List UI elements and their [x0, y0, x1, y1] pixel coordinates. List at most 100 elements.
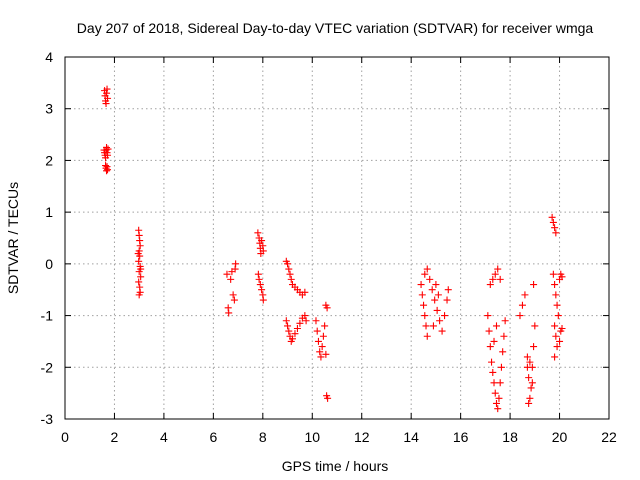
data-point	[525, 399, 533, 407]
data-point	[316, 348, 324, 356]
data-point	[259, 296, 267, 304]
x-tick-label: 14	[403, 429, 419, 445]
data-point	[554, 312, 562, 320]
data-point	[551, 322, 559, 330]
data-point	[317, 353, 325, 361]
data-point	[135, 291, 143, 299]
data-point	[254, 270, 262, 278]
y-tick-label: 0	[45, 256, 53, 272]
data-point	[528, 379, 536, 387]
data-point	[104, 166, 112, 174]
x-tick-label: 0	[61, 429, 69, 445]
data-point	[496, 379, 504, 387]
data-point	[553, 343, 561, 351]
data-point	[443, 296, 451, 304]
data-point	[434, 291, 442, 299]
data-point	[426, 275, 434, 283]
data-point	[489, 275, 497, 283]
data-point	[288, 335, 296, 343]
data-point	[296, 319, 304, 327]
x-axis-label: GPS time / hours	[282, 458, 389, 474]
data-point	[526, 358, 534, 366]
data-point	[500, 332, 508, 340]
data-point	[302, 317, 310, 325]
y-tick-label: -2	[41, 359, 54, 375]
data-point	[490, 337, 498, 345]
data-point	[301, 312, 309, 320]
data-point	[551, 353, 559, 361]
data-point	[286, 270, 294, 278]
data-point	[494, 405, 502, 413]
data-point	[552, 291, 560, 299]
data-point	[491, 270, 499, 278]
data-point	[423, 265, 431, 273]
data-point	[421, 312, 429, 320]
data-point	[501, 317, 509, 325]
x-tick-label: 12	[354, 429, 370, 445]
data-point	[552, 332, 560, 340]
data-point	[255, 275, 263, 283]
data-point	[497, 363, 505, 371]
data-point	[489, 368, 497, 376]
data-point	[492, 322, 500, 330]
data-point	[104, 151, 112, 159]
data-point	[549, 270, 557, 278]
data-point	[230, 296, 238, 304]
data-point	[227, 275, 235, 283]
data-points	[100, 85, 566, 413]
data-point	[548, 213, 556, 221]
x-tick-label: 6	[209, 429, 217, 445]
data-point	[104, 94, 112, 102]
y-tick-label: -1	[41, 308, 54, 324]
data-point	[293, 325, 301, 332]
data-point	[433, 306, 441, 314]
data-point	[518, 301, 526, 309]
y-tick-label: 2	[45, 152, 53, 168]
data-point	[488, 358, 496, 366]
data-point	[438, 327, 446, 335]
data-point	[324, 394, 332, 402]
y-tick-label: -3	[41, 411, 54, 427]
x-tick-label: 8	[259, 429, 267, 445]
data-point	[521, 291, 529, 299]
data-point	[523, 353, 531, 361]
data-point	[558, 325, 566, 332]
data-point	[322, 350, 330, 358]
data-point	[137, 265, 145, 273]
data-point	[516, 312, 524, 320]
data-point	[285, 265, 293, 273]
x-tick-label: 10	[304, 429, 320, 445]
data-point	[232, 260, 240, 268]
data-point	[418, 291, 426, 299]
data-point	[285, 327, 293, 335]
data-point	[321, 322, 329, 330]
data-point	[432, 281, 440, 289]
data-point	[441, 312, 449, 320]
x-tick-label: 4	[160, 429, 168, 445]
data-point	[423, 332, 431, 340]
data-point	[319, 332, 327, 340]
data-point	[552, 229, 560, 237]
x-tick-label: 20	[552, 429, 568, 445]
data-point	[494, 265, 502, 273]
data-point	[422, 322, 430, 330]
data-point	[104, 145, 112, 153]
y-tick-labels: -3 -2 -1 0 1 2 3 4	[41, 49, 54, 427]
y-tick-label: 3	[45, 101, 53, 117]
data-point	[229, 291, 237, 299]
data-point	[136, 242, 144, 250]
data-point	[549, 218, 557, 226]
data-point	[313, 327, 321, 335]
x-tick-label: 16	[453, 429, 469, 445]
data-point	[429, 322, 437, 330]
data-point	[558, 273, 566, 281]
data-point	[420, 301, 428, 309]
data-point	[314, 337, 322, 345]
data-point	[486, 343, 494, 351]
data-point	[301, 288, 309, 296]
data-point	[284, 260, 292, 268]
data-point	[556, 337, 564, 345]
data-point	[134, 250, 142, 258]
data-point	[135, 278, 143, 286]
